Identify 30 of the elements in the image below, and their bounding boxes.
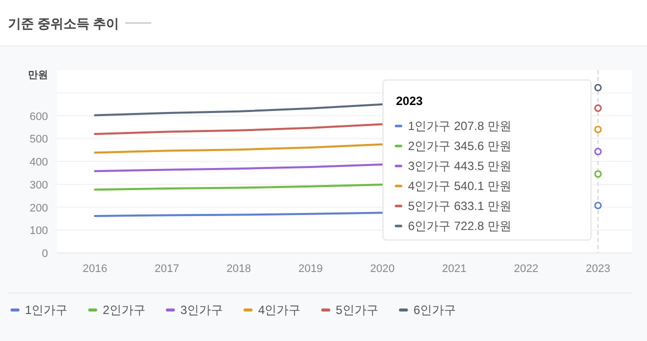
x-tick-label: 2019 [298,263,323,275]
y-tick-label: 200 [30,202,48,214]
y-tick-label: 0 [42,248,48,260]
x-tick-label: 2021 [442,263,467,275]
x-tick-label: 2023 [586,263,610,275]
x-tick-label: 2018 [226,263,251,275]
legend-label: 4인가구 [258,303,301,317]
x-tick-label: 2022 [514,263,538,275]
y-axis-title: 만원 [28,70,48,81]
legend-label: 2인가구 [102,303,146,317]
annotation: 1인가구 207.8 만원 [408,119,512,133]
y-tick-label: 400 [30,156,48,168]
annotation: 5인가구 633.1 만원 [408,199,512,213]
annotation: 2인가구 345.6 만원 [408,139,512,153]
y-tick-label: 500 [30,134,48,146]
annotation: 2023 [396,94,424,108]
x-tick-label: 2017 [154,263,180,275]
chart-title: 기준 중위소득 추이 [8,16,120,31]
legend-label: 6인가구 [413,303,456,317]
legend-label: 3인가구 [180,303,224,317]
x-tick-label: 2020 [370,263,395,275]
legend-label: 5인가구 [336,303,378,317]
annotation: 4인가구 540.1 만원 [408,179,512,193]
y-tick-label: 600 [30,110,48,123]
annotation: 6인가구 722.8 만원 [408,219,512,233]
x-tick-label: 2016 [82,263,108,275]
y-tick-label: 100 [30,225,48,238]
legend-label: 1인가구 [25,303,68,317]
y-tick-label: 300 [30,179,48,192]
annotation: 3인가구 443.5 만원 [408,159,512,173]
